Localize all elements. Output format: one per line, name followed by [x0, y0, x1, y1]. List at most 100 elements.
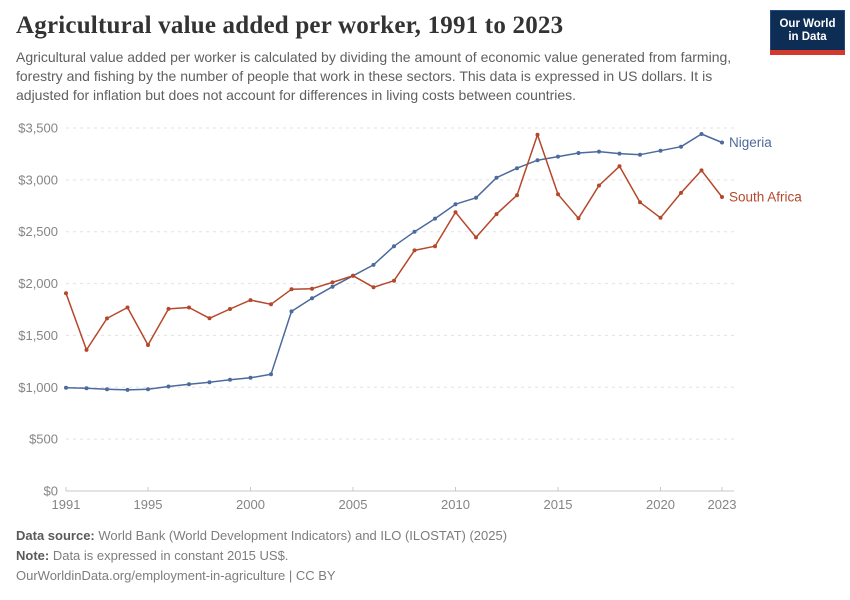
nigeria-point[interactable] — [535, 158, 540, 163]
nigeria-point[interactable] — [576, 151, 581, 155]
south-africa-point[interactable] — [289, 287, 294, 292]
south-africa-point[interactable] — [248, 298, 253, 303]
line-chart: $0 $500 $1,000 $1,500 $2,000 $2,500 $3,000 $3,5… — [18, 121, 802, 513]
nigeria-point[interactable] — [515, 166, 519, 171]
nigeria-point[interactable] — [638, 152, 642, 157]
data-source-text: World Bank (World Development Indicators… — [94, 528, 508, 543]
nigeria-point[interactable] — [248, 375, 253, 380]
south-africa-point[interactable] — [228, 307, 232, 311]
data-source-line: Data source: World Bank (World Developme… — [16, 526, 507, 546]
south-africa-point[interactable] — [597, 183, 601, 188]
chart-footer: Data source: World Bank (World Developme… — [16, 526, 507, 586]
south-africa-point[interactable] — [351, 273, 355, 278]
south-africa-point[interactable] — [638, 200, 642, 205]
y-tick-label: $2,000 — [18, 276, 58, 291]
south-africa-line[interactable] — [65, 133, 723, 351]
nigeria-point[interactable] — [289, 309, 294, 314]
nigeria-point[interactable] — [433, 216, 437, 221]
south-africa-point[interactable] — [494, 212, 499, 217]
south-africa-point[interactable] — [64, 291, 68, 296]
nigeria-point[interactable] — [228, 377, 232, 382]
y-tick-label: $1,000 — [18, 380, 58, 395]
nigeria-point[interactable] — [269, 372, 273, 377]
nigeria-point[interactable] — [494, 175, 499, 180]
south-africa-point[interactable] — [310, 286, 314, 291]
nigeria-point[interactable] — [187, 382, 191, 387]
chart-subtitle: Agricultural value added per worker is c… — [16, 49, 732, 103]
y-tick-label: $3,000 — [18, 172, 58, 187]
nigeria-point[interactable] — [453, 202, 458, 207]
nigeria-point[interactable] — [125, 387, 130, 392]
south-africa-point[interactable] — [269, 302, 273, 307]
x-tick-label: 2015 — [544, 497, 573, 512]
nigeria-point[interactable] — [392, 244, 396, 249]
south-africa-point[interactable] — [658, 215, 663, 220]
south-africa-point[interactable] — [207, 316, 212, 321]
south-africa-point[interactable] — [412, 248, 417, 253]
south-africa-point[interactable] — [535, 132, 540, 137]
nigeria-point[interactable] — [146, 387, 150, 392]
nigeria-point[interactable] — [617, 151, 622, 156]
chart-header: Agricultural value added per worker, 199… — [0, 0, 850, 105]
x-tick-label: 1995 — [134, 497, 163, 512]
y-tick-label: $2,500 — [18, 224, 58, 239]
south-africa-point[interactable] — [474, 235, 478, 240]
y-tick-label: $0 — [44, 484, 58, 499]
south-africa-label[interactable]: South Africa — [729, 189, 802, 204]
south-africa-point[interactable] — [699, 168, 704, 173]
south-africa-point[interactable] — [453, 210, 458, 215]
nigeria-point[interactable] — [64, 385, 68, 390]
south-africa-point[interactable] — [617, 164, 622, 169]
nigeria-point[interactable] — [699, 132, 704, 136]
owid-logo-line2: in Data — [788, 31, 827, 43]
x-tick-label: 2020 — [646, 497, 675, 512]
chart-area: $0 $500 $1,000 $1,500 $2,000 $2,500 $3,000 $3,5… — [0, 112, 850, 513]
x-tick-label: 2010 — [441, 497, 470, 512]
south-africa-point[interactable] — [166, 306, 171, 311]
south-africa-point[interactable] — [105, 316, 109, 321]
nigeria-point[interactable] — [658, 148, 663, 153]
south-africa-point[interactable] — [371, 285, 376, 290]
note-text: Data is expressed in constant 2015 US$. — [49, 548, 289, 563]
nigeria-point[interactable] — [166, 384, 171, 389]
south-africa-point[interactable] — [720, 195, 724, 199]
nigeria-point[interactable] — [556, 154, 560, 159]
y-tick-label: $1,500 — [18, 328, 58, 343]
x-tick-label: 1991 — [52, 497, 81, 512]
y-tick-label: $500 — [29, 432, 58, 447]
note-label: Note: — [16, 548, 50, 563]
attribution-line[interactable]: OurWorldinData.org/employment-in-agricul… — [16, 566, 507, 586]
nigeria-point[interactable] — [207, 380, 212, 385]
nigeria-point[interactable] — [330, 284, 335, 289]
owid-logo-line1: Our World — [779, 18, 836, 30]
x-tick-label: 2000 — [236, 497, 265, 512]
y-tick-label: $3,500 — [18, 121, 58, 136]
nigeria-label[interactable]: Nigeria — [729, 135, 772, 150]
south-africa-point[interactable] — [576, 216, 581, 221]
south-africa-point[interactable] — [146, 343, 150, 347]
nigeria-point[interactable] — [720, 140, 724, 145]
south-africa-point[interactable] — [125, 305, 130, 310]
south-africa-point[interactable] — [433, 244, 437, 249]
south-africa-point[interactable] — [392, 278, 396, 283]
nigeria-point[interactable] — [105, 387, 109, 392]
data-source-label: Data source: — [16, 528, 95, 543]
nigeria-point[interactable] — [474, 195, 478, 200]
owid-logo-red-bar — [770, 50, 845, 55]
owid-logo[interactable]: Our World in Data — [770, 10, 845, 55]
south-africa-point[interactable] — [84, 347, 89, 352]
nigeria-point[interactable] — [371, 262, 376, 267]
south-africa-point[interactable] — [330, 280, 335, 285]
nigeria-point[interactable] — [310, 296, 314, 301]
south-africa-point[interactable] — [187, 305, 191, 310]
nigeria-point[interactable] — [597, 149, 601, 154]
nigeria-point[interactable] — [84, 386, 89, 391]
south-africa-point[interactable] — [556, 192, 560, 197]
page-title: Agricultural value added per worker, 199… — [16, 12, 564, 39]
x-tick-label: 2023 — [708, 497, 737, 512]
south-africa-point[interactable] — [515, 193, 519, 198]
nigeria-point[interactable] — [412, 229, 417, 234]
nigeria-point[interactable] — [679, 144, 683, 149]
south-africa-point[interactable] — [679, 190, 683, 195]
